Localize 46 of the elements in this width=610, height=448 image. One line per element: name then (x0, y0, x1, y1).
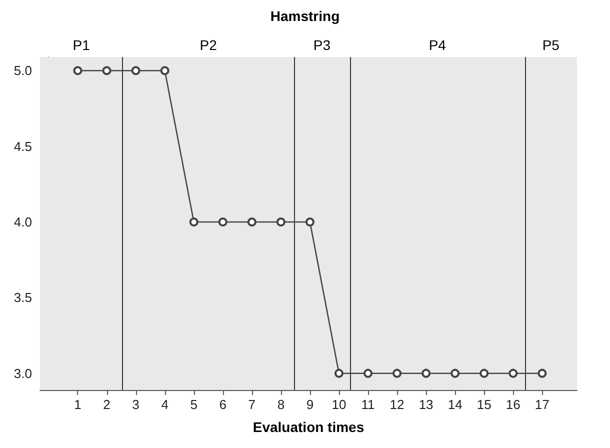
y-tick-label: 3.0 (14, 366, 32, 381)
point (102, 66, 112, 76)
x-tick-label: 7 (248, 397, 256, 412)
point (450, 368, 460, 378)
y-tick-label: 4.0 (14, 214, 32, 230)
x-tick-label: 6 (219, 397, 226, 412)
x-tick-label: 15 (476, 397, 492, 412)
x-tick-label: 8 (277, 397, 285, 412)
point (364, 368, 373, 378)
band-label: P4 (428, 37, 446, 53)
point (73, 66, 82, 76)
band-label: P5 (542, 37, 560, 53)
y-tick-label: 4.5 (14, 138, 32, 154)
point (276, 217, 286, 226)
band-label: P3 (313, 37, 331, 53)
point (392, 368, 402, 378)
point (305, 217, 314, 226)
point (218, 217, 228, 226)
band-label: P1 (72, 37, 90, 53)
x-tick-label: 2 (103, 397, 110, 412)
x-tick-label: 14 (448, 397, 462, 412)
x-tick-label: 4 (161, 397, 168, 412)
point (247, 217, 256, 226)
point (508, 368, 518, 378)
y-tick-label: 3.5 (14, 290, 32, 306)
point (160, 66, 170, 76)
x-tick-label: 10 (332, 397, 346, 412)
x-tick-label: 1 (74, 397, 82, 412)
x-axis-title: Evaluation times (252, 419, 364, 435)
x-tick-label: 16 (506, 397, 520, 412)
point (480, 368, 489, 378)
point (131, 66, 140, 76)
point (538, 368, 547, 378)
x-tick-label: 9 (306, 397, 314, 412)
point (189, 217, 198, 226)
point (334, 368, 344, 378)
x-tick-label: 11 (361, 397, 375, 412)
chart-title: Hamstring (270, 8, 340, 24)
x-tick-label: 12 (390, 397, 404, 412)
band-label: P2 (200, 37, 218, 53)
x-tick-label: 17 (534, 397, 550, 412)
point (422, 368, 431, 378)
x-tick-label: 3 (132, 397, 140, 412)
x-tick-label: 5 (190, 397, 198, 412)
x-tick-label: 13 (418, 397, 434, 412)
y-tick-label: 5.0 (14, 63, 32, 78)
